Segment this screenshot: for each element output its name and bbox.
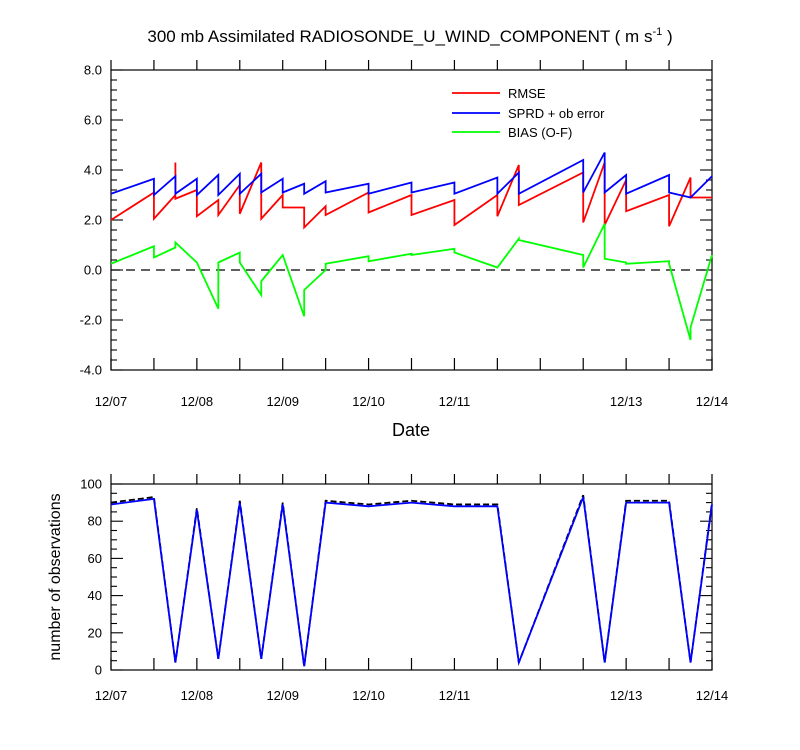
bottom-ytick-label: 40 [88,588,102,603]
bottom-xtick-label: 12/08 [181,688,214,703]
bottom-xtick-label: 12/14 [696,688,729,703]
top-ytick-label: 6.0 [84,113,102,128]
top-xtick-label: 12/07 [95,394,128,409]
top-xtick-label: 12/09 [266,394,299,409]
top-ytick-label: -2.0 [80,313,102,328]
top-chart-axes: 12/07 12/08 12/09 12/10 12/11 12/13 12/14 -4.0 -… [80,60,729,409]
bottom-ytick-label: 100 [80,477,102,492]
bottom-ytick-label: 0 [95,663,102,678]
top-xtick-label: 12/10 [352,394,385,409]
legend: RMSE SPRD + ob error BIAS (O-F) [452,86,605,140]
bottom-series-used [110,496,713,667]
top-xtick-label: 12/13 [610,394,643,409]
top-ytick-label: 0.0 [84,263,102,278]
bottom-xtick-label: 12/09 [266,688,299,703]
top-xtick-label: 12/11 [439,394,471,409]
bottom-xtick-label: 12/13 [610,688,643,703]
legend-rmse-label: RMSE [508,86,546,101]
bottom-ytick-label: 80 [88,514,102,529]
bottom-chart-series [110,494,713,667]
bottom-xtick-label: 12/11 [439,688,471,703]
top-series-rmse [110,162,712,230]
top-xtick-label: 12/08 [181,394,214,409]
top-ytick-label: 2.0 [84,213,102,228]
top-ytick-label: 8.0 [84,63,102,78]
bottom-ytick-label: 20 [88,625,102,640]
top-chart-frame [110,69,713,371]
legend-bias-label: BIAS (O-F) [508,125,572,140]
top-chart-series [110,152,713,341]
legend-sprd-label: SPRD + ob error [508,106,605,121]
top-series-bias-o-f [110,223,713,341]
bottom-chart-frame [110,483,713,671]
top-series-sprd-ob-error [110,152,713,199]
top-ytick-label: -4.0 [80,363,102,378]
bottom-xtick-label: 12/07 [95,688,128,703]
bottom-ytick-label: 60 [88,551,102,566]
top-chart-title: 300 mb Assimilated RADIOSONDE_U_WIND_COM… [147,26,672,46]
top-ytick-label: 4.0 [84,163,102,178]
top-chart-xlabel: Date [392,420,430,440]
top-xtick-label: 12/14 [696,394,729,409]
bottom-series-possible [110,494,713,667]
bottom-chart-ylabel: number of observations [47,493,64,660]
bottom-chart-axes: 12/07 12/08 12/09 12/10 12/11 12/13 12/14 0 20 40… [80,474,728,703]
bottom-xtick-label: 12/10 [352,688,385,703]
